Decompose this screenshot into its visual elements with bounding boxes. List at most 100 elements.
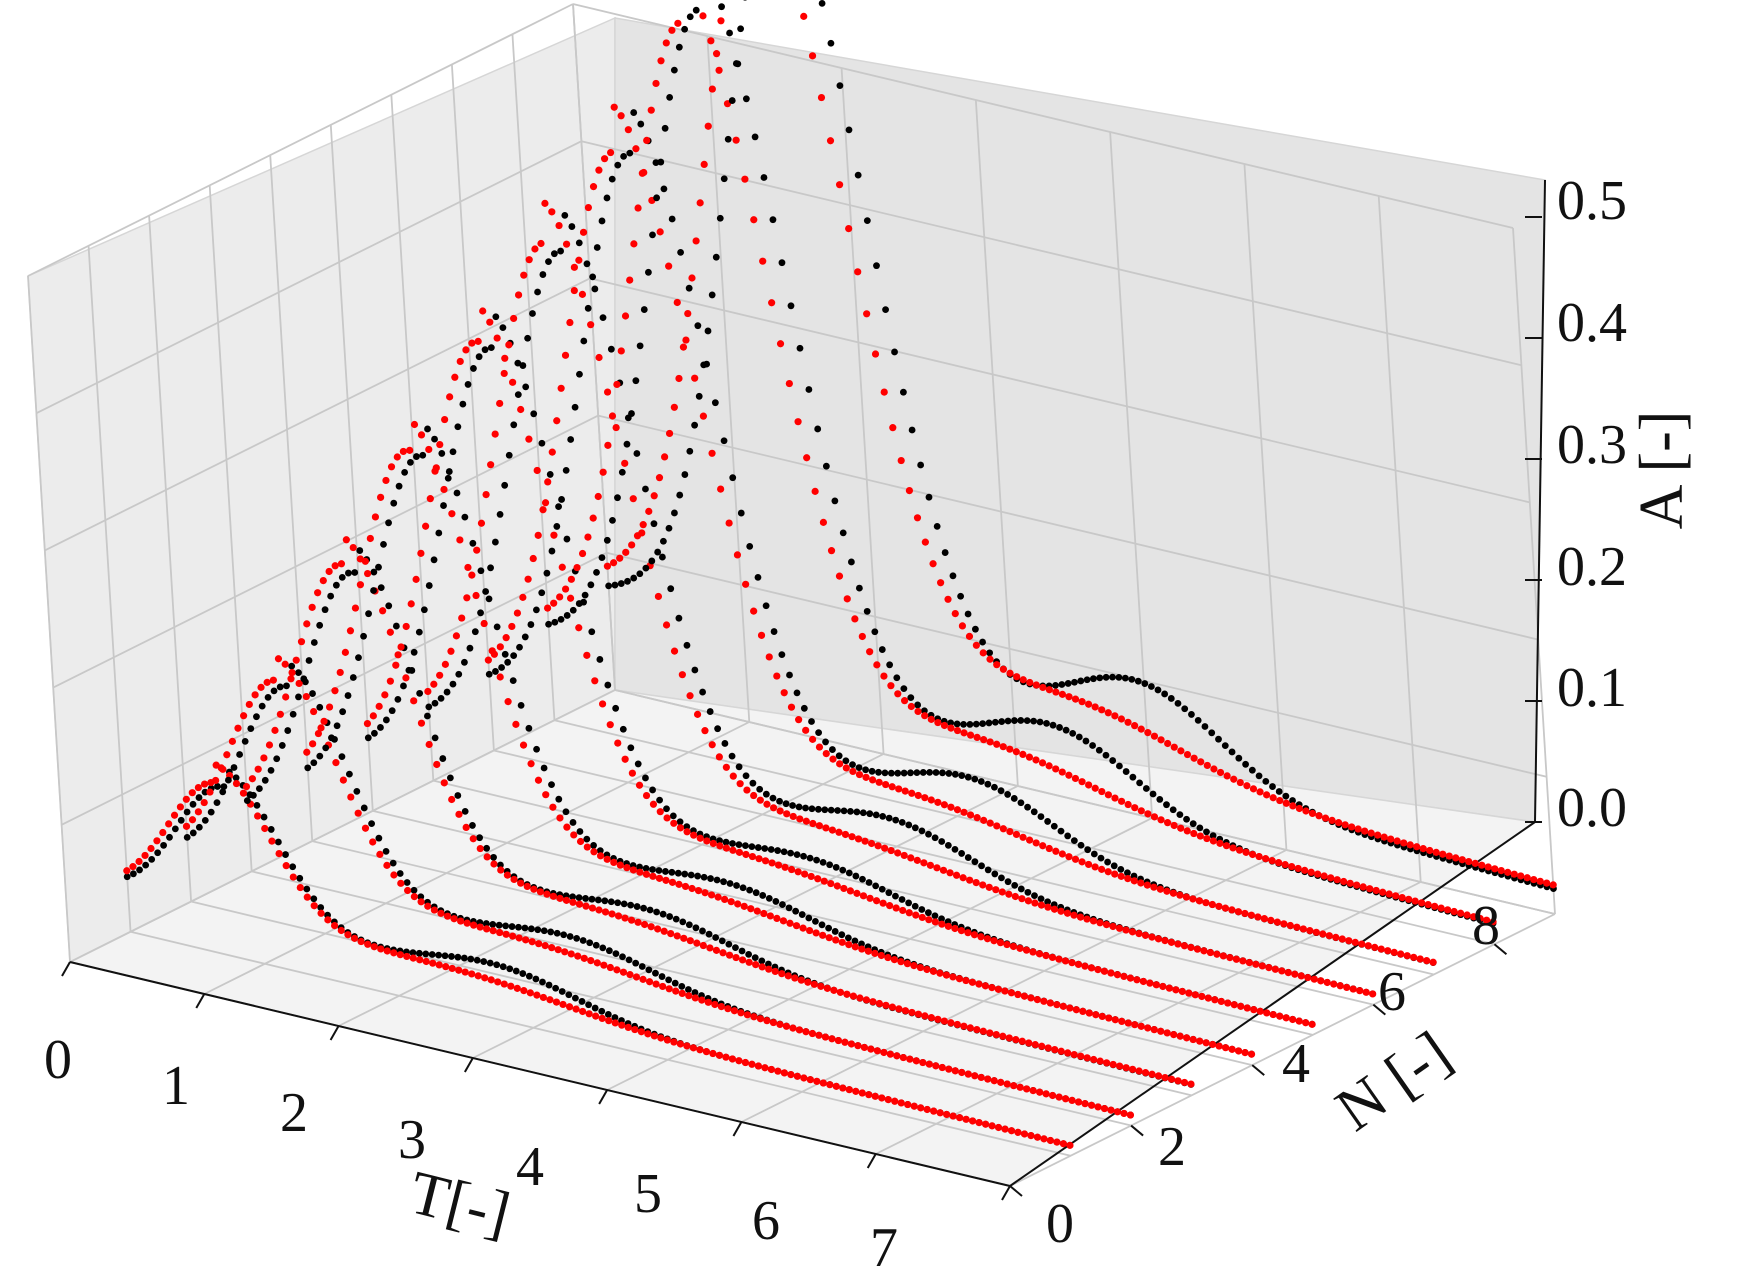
black-point-n3-74: [725, 940, 733, 948]
red-point-n4-45: [596, 852, 605, 860]
red-point-n4-48: [616, 861, 624, 869]
red-point-n6-30: [595, 353, 603, 362]
red-point-n7-51: [815, 743, 824, 751]
red-point-n3-95: [862, 996, 871, 1004]
black-point-n1-46: [422, 950, 430, 958]
black-point-n6-9: [477, 609, 484, 617]
red-point-n7-40: [733, 551, 742, 559]
black-point-n7-84: [1030, 808, 1038, 816]
red-point-n3-78: [752, 961, 760, 969]
red-point-n2-75: [672, 987, 680, 995]
black-point-n9-83: [1141, 680, 1149, 687]
red-point-n2-130: [1029, 1087, 1037, 1095]
red-point-n7-8: [529, 554, 537, 563]
black-point-n2-21: [309, 690, 316, 697]
red-point-n8-12: [608, 412, 617, 420]
red-point-n7-111: [1208, 900, 1217, 909]
red-point-n6-90: [1011, 892, 1019, 901]
black-point-n8-100: [1196, 824, 1204, 832]
red-point-n3-62: [647, 923, 655, 931]
red-point-n5-44: [649, 800, 658, 808]
black-point-n8-29: [692, 6, 700, 14]
black-point-n2-65: [605, 947, 613, 955]
black-point-n9-4: [630, 574, 638, 582]
red-point-n7-26: [617, 112, 625, 120]
red-point-n8-68: [986, 738, 994, 746]
red-point-n5-11: [422, 522, 430, 530]
red-point-n4-3: [320, 717, 328, 725]
red-point-n6-124: [1232, 955, 1240, 963]
black-point-n3-14: [321, 606, 329, 614]
red-point-n6-143: [1356, 987, 1364, 995]
black-point-n3-1: [250, 791, 257, 799]
red-point-n9-20: [704, 122, 712, 130]
red-point-n5-29: [533, 466, 541, 475]
red-point-n7-78: [993, 822, 1001, 830]
red-point-n4-116: [1059, 1002, 1067, 1010]
red-point-n8-132: [1405, 895, 1413, 903]
black-point-n3-18: [344, 569, 352, 577]
black-point-n1-27: [296, 874, 304, 882]
red-point-n6-123: [1226, 954, 1234, 962]
red-point-n9-72: [1071, 695, 1080, 703]
black-point-n8-12: [614, 494, 621, 502]
grid-floor-x-2: [338, 753, 884, 1027]
red-point-n5-25: [501, 354, 509, 362]
red-point-n2-104: [860, 1043, 869, 1052]
black-point-n4-84: [851, 937, 859, 945]
red-point-n5-77: [866, 894, 874, 902]
red-point-n4-117: [1066, 1004, 1074, 1012]
black-point-n5-54: [716, 837, 723, 845]
black-point-n8-67: [979, 720, 987, 727]
red-point-n2-27: [354, 809, 362, 817]
black-point-n8-64: [960, 720, 967, 728]
black-point-n9-70: [1058, 681, 1066, 688]
red-point-n5-68: [807, 872, 815, 881]
red-point-n7-43: [757, 631, 766, 639]
red-point-n8-91: [1137, 807, 1145, 815]
red-point-n2-25: [339, 776, 347, 784]
black-point-n4-31: [493, 623, 501, 631]
red-point-n9-68: [1045, 686, 1053, 694]
red-point-n6-56: [789, 812, 797, 821]
red-point-n1-78: [631, 1025, 639, 1034]
red-point-n2-61: [580, 954, 588, 962]
black-point-n1-8: [171, 825, 179, 833]
red-point-n2-89: [763, 1017, 771, 1025]
red-point-n5-143: [1295, 1017, 1303, 1025]
red-point-n6-135: [1304, 973, 1312, 982]
red-point-n3-9: [292, 656, 300, 664]
red-point-n6-33: [621, 459, 629, 467]
red-point-n4-27: [464, 563, 472, 572]
black-point-n9-8: [654, 548, 662, 556]
black-point-n6-77: [925, 830, 932, 838]
black-point-n5-74: [845, 869, 853, 877]
red-point-n5-19: [462, 346, 470, 354]
red-point-n3-90: [830, 986, 838, 994]
red-point-n9-43: [863, 310, 871, 318]
black-point-n8-57: [914, 701, 922, 709]
red-point-n5-112: [1094, 966, 1102, 974]
red-point-n5-1: [369, 712, 377, 720]
grid-back-x-1: [706, 35, 751, 723]
black-point-n3-75: [732, 944, 739, 952]
red-point-n4-65: [727, 898, 735, 906]
black-point-n5-63: [774, 847, 782, 854]
red-point-n3-3: [260, 754, 268, 762]
red-point-n5-58: [742, 850, 750, 859]
black-point-n2-18: [288, 662, 296, 670]
black-point-n6-31: [599, 314, 607, 322]
red-point-n4-43: [583, 843, 591, 851]
red-point-n1-35: [350, 934, 359, 942]
black-point-n1-53: [467, 955, 475, 963]
red-point-n5-50: [690, 831, 698, 839]
red-point-n4-25: [448, 510, 456, 518]
red-point-n7-80: [1006, 828, 1014, 836]
red-point-n8-1: [550, 599, 558, 607]
red-point-n8-88: [1117, 797, 1126, 805]
black-point-n6-21: [534, 288, 541, 296]
black-point-n9-15: [691, 421, 699, 429]
black-point-n4-40: [562, 808, 570, 816]
black-point-n9-81: [1128, 675, 1136, 683]
red-point-n3-120: [1025, 1039, 1033, 1047]
